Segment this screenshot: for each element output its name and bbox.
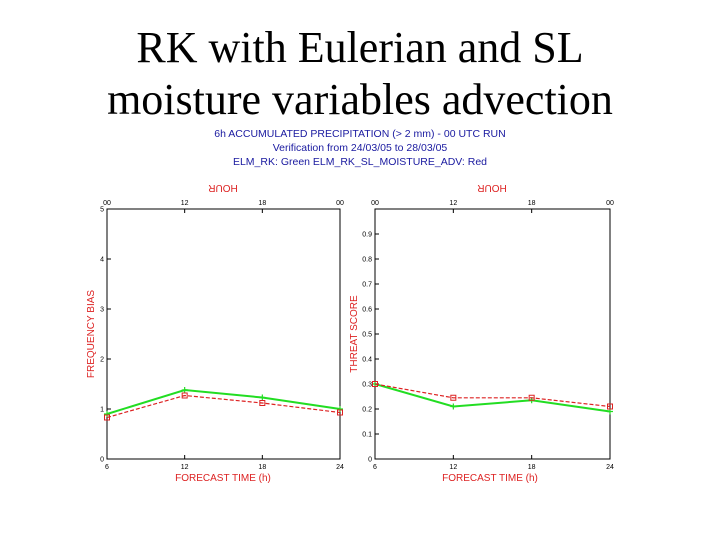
chart1-x-tick-label: 6 (105, 464, 109, 471)
chart2-top-tick-label: 12 (449, 200, 457, 207)
chart2-y-tick-label: 0.2 (362, 407, 372, 414)
chart2-y-tick-label: 0.4 (362, 357, 372, 364)
slide-title-line-1: RK with Eulerian and SL (136, 23, 584, 72)
chart2-point-red (450, 394, 457, 401)
chart2-series-line-red (374, 383, 611, 408)
chart2-top-tick-label: 00 (371, 200, 379, 207)
chart2-y-axis-title: THREAT SCORE (349, 295, 360, 373)
chart1-y-tick-label: 4 (100, 257, 104, 264)
chart2-x-tick-label: 12 (449, 464, 457, 471)
chart1-top-tick-label: 00 (103, 200, 111, 207)
chart2-point-green (450, 403, 457, 410)
chart2-top-tick-label: 18 (528, 200, 536, 207)
chart2-y-tick-label: 0.1 (362, 432, 372, 439)
chart-header-line-1: 6h ACCUMULATED PRECIPITATION (> 2 mm) - … (214, 128, 506, 140)
chart1-y-tick-label: 2 (100, 357, 104, 364)
chart1-point-red (104, 414, 110, 421)
chart2-y-tick-label: 0 (368, 457, 372, 464)
chart2-point-red (372, 381, 378, 387)
chart1-series-line-green (106, 388, 341, 415)
chart-header-line-2: Verification from 24/03/05 to 28/03/05 (272, 142, 448, 154)
chart1-x-tick-label: 18 (258, 464, 266, 471)
chart1-top-tick-label: 18 (258, 200, 266, 207)
chart2-x-tick-label: 6 (373, 464, 377, 471)
chart1-point-green (259, 394, 266, 401)
chart1-y-axis-title: FREQUENCY BIAS (86, 290, 97, 378)
chart1-point-green (181, 387, 188, 393)
chart2-y-tick-label: 0.9 (362, 232, 372, 239)
chart1-point-green (337, 406, 343, 412)
chart2-y-tick-label: 0.5 (362, 332, 372, 339)
chart1-plot-frame (106, 208, 341, 460)
chart1-y-tick-label: 1 (100, 407, 104, 414)
chart2-top-axis-title: HOUR (477, 182, 506, 193)
chart2-x-axis-title: FORECAST TIME (h) (442, 473, 538, 484)
chart1-series-line-red (106, 394, 341, 419)
slide-title-line-2: moisture variables advection (107, 75, 613, 124)
chart-header-line-3: ELM_RK: Green ELM_RK_SL_MOISTURE_ADV: Re… (232, 156, 488, 168)
chart2-plot-frame (374, 208, 611, 460)
chart2-y-tick-label: 0.8 (362, 257, 372, 264)
chart1-top-tick-label: 00 (336, 200, 344, 207)
chart1-top-axis-title: HOUR (208, 182, 237, 193)
chart2-point-red (607, 403, 613, 410)
chart2-point-red (528, 394, 535, 401)
chart2-y-tick-label: 0.7 (362, 282, 372, 289)
chart1-y-tick-label: 0 (100, 457, 104, 464)
chart2-series-line-green (374, 383, 611, 413)
chart1-y-tick-label: 3 (100, 307, 104, 314)
chart2-x-tick-label: 18 (528, 464, 536, 471)
chart2-y-tick-label: 0.3 (362, 382, 372, 389)
chart1-x-tick-label: 12 (181, 464, 189, 471)
chart1-point-red (337, 409, 343, 416)
slide-title: RK with Eulerian and SL moisture variabl… (0, 22, 720, 126)
chart1-top-tick-label: 12 (181, 200, 189, 207)
chart1-x-axis-title: FORECAST TIME (h) (175, 473, 271, 484)
chart1-y-tick-label: 5 (100, 207, 104, 214)
chart1-point-green (104, 411, 110, 417)
chart2-top-tick-label: 00 (606, 200, 614, 207)
chart2-x-tick-label: 24 (606, 464, 614, 471)
chart2-y-tick-label: 0.6 (362, 307, 372, 314)
chart1-x-tick-label: 24 (336, 464, 344, 471)
chart1-point-red (259, 400, 266, 406)
chart1-point-red (181, 392, 188, 399)
